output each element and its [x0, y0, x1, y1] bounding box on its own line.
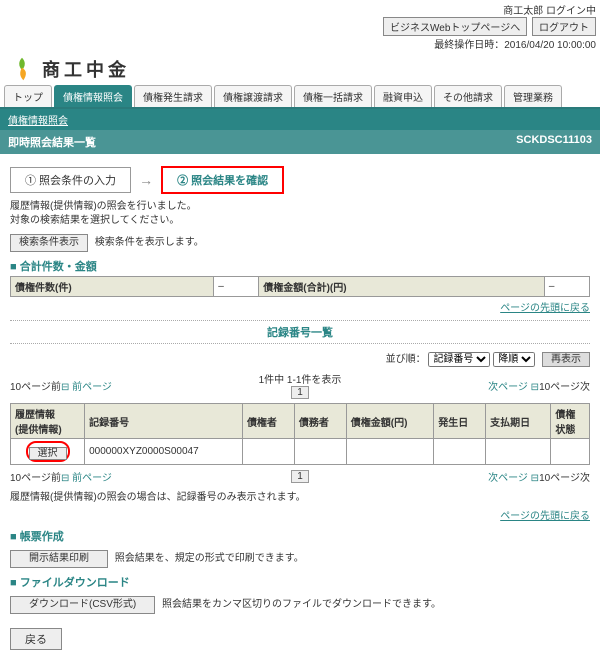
pager-10prev: 10ページ前 [10, 378, 61, 393]
pager-10prev-b: 10ページ前 [10, 469, 61, 484]
select-button[interactable]: 選択 [29, 447, 67, 460]
last-op-time: 最終操作日時：2016/04/20 10:00:00 [434, 40, 596, 51]
nav-tabs: トップ債権情報照会債権発生請求債権譲渡請求債権一括請求融資申込その他請求管理業務 [0, 85, 600, 109]
list-note: 履歴情報(提供情報)の照会の場合は、記録番号のみ表示されます。 [10, 488, 590, 503]
sort-label: 並び順： [386, 354, 426, 365]
col-1: 記録番号 [85, 404, 243, 439]
cond-note: 検索条件を表示します。 [95, 237, 204, 248]
pager-prev[interactable]: ⊟ 前ページ [61, 378, 112, 393]
logout-button[interactable]: ログアウト [532, 17, 596, 36]
col-0: 履歴情報 (提供情報) [11, 404, 85, 439]
page-title: 即時照会結果一覧 [8, 134, 96, 150]
sort-row: 並び順： 記録番号 降順 再表示 [10, 350, 590, 367]
pager-10next-b: 10ページ次 [539, 469, 590, 484]
col-6: 支払期日 [486, 404, 551, 439]
tab-4[interactable]: 債権一括請求 [294, 85, 372, 107]
th-count: 債権件数(件) [11, 277, 214, 297]
page-number: 1 [291, 386, 309, 399]
tab-5[interactable]: 融資申込 [374, 85, 432, 107]
top-link-1[interactable]: ページの先頭に戻る [500, 303, 590, 314]
table-row: 選択 000000XYZ0000S00047 [11, 439, 590, 465]
td-amount: – [544, 277, 589, 297]
title-bar: 即時照会結果一覧 SCKDSC11103 [0, 130, 600, 154]
page-number-b: 1 [291, 470, 309, 483]
tab-3[interactable]: 債権譲渡請求 [214, 85, 292, 107]
sub-bar: 債権情報照会 [0, 109, 600, 130]
back-button[interactable]: 戻る [10, 628, 62, 650]
sub-link[interactable]: 債権情報照会 [8, 116, 68, 127]
tab-2[interactable]: 債権発生請求 [134, 85, 212, 107]
cond-row: 検索条件表示 検索条件を表示します。 [10, 234, 590, 252]
sort-key-select[interactable]: 記録番号 [428, 352, 490, 367]
redisplay-button[interactable]: 再表示 [542, 352, 590, 367]
sort-dir-select[interactable]: 降順 [493, 352, 535, 367]
print-note: 照会結果を、規定の形式で印刷できます。 [115, 553, 304, 564]
download-button[interactable]: ダウンロード(CSV形式) [10, 596, 155, 614]
top-link-2[interactable]: ページの先頭に戻る [500, 511, 590, 522]
tab-0[interactable]: トップ [4, 85, 52, 107]
show-cond-button[interactable]: 検索条件表示 [10, 234, 88, 252]
pager-next-b[interactable]: 次ページ ⊟ [488, 469, 539, 484]
flow-step-2: ② 照会結果を確認 [161, 166, 284, 194]
col-7: 債権 状態 [551, 404, 590, 439]
flow: ① 照会条件の入力 → ② 照会結果を確認 [10, 166, 590, 194]
tab-6[interactable]: その他請求 [434, 85, 502, 107]
col-3: 債務者 [294, 404, 346, 439]
section-total: 合計件数・金額 [10, 258, 590, 274]
content: ① 照会条件の入力 → ② 照会結果を確認 履歴情報(提供情報)の照会を行いまし… [0, 154, 600, 664]
col-5: 発生日 [434, 404, 486, 439]
message: 履歴情報(提供情報)の照会を行いました。 対象の検索結果を選択してください。 [10, 200, 590, 228]
th-amount: 債権金額(合計)(円) [259, 277, 545, 297]
flow-step-1: ① 照会条件の入力 [10, 167, 131, 193]
header: 商工中金 [0, 53, 600, 85]
print-button[interactable]: 開示結果印刷 [10, 550, 108, 568]
tab-7[interactable]: 管理業務 [504, 85, 562, 107]
pager-bottom: 10ページ前 ⊟ 前ページ 1 次ページ ⊟ 10ページ次 [10, 469, 590, 484]
col-2: 債権者 [242, 404, 294, 439]
download-note: 照会結果をカンマ区切りのファイルでダウンロードできます。 [162, 599, 441, 610]
pager-next[interactable]: 次ページ ⊟ [488, 378, 539, 393]
pager-10next: 10ページ次 [539, 378, 590, 393]
total-table: 債権件数(件) – 債権金額(合計)(円) – [10, 276, 590, 297]
result-table: 履歴情報 (提供情報)記録番号債権者債務者債権金額(円)発生日支払期日債権 状態… [10, 403, 590, 465]
section-print: 帳票作成 [10, 528, 590, 544]
arrow-icon: → [139, 172, 153, 188]
brand-text: 商工中金 [42, 56, 130, 82]
biz-top-button[interactable]: ビジネスWebトップページへ [383, 17, 527, 36]
tab-1[interactable]: 債権情報照会 [54, 85, 132, 107]
cell-record: 000000XYZ0000S00047 [85, 439, 243, 465]
pager-info: 1件中 1-1件を表示 [259, 375, 342, 386]
logo: 商工中金 [8, 55, 130, 83]
pager-top: 10ページ前 ⊟ 前ページ 1件中 1-1件を表示 1 次ページ ⊟ 10ページ… [10, 371, 590, 399]
user-label: 商工太郎 ログイン中 [503, 6, 596, 17]
page-code: SCKDSC11103 [516, 134, 592, 150]
section-download: ファイルダウンロード [10, 574, 590, 590]
td-count: – [214, 277, 259, 297]
section-list-title: 記録番号一覧 [10, 320, 590, 344]
top-bar: 商工太郎 ログイン中 ビジネスWebトップページへ ログアウト 最終操作日時：2… [0, 0, 600, 53]
select-highlight: 選択 [26, 441, 70, 462]
leaf-icon [8, 55, 36, 83]
col-4: 債権金額(円) [346, 404, 433, 439]
pager-prev-b[interactable]: ⊟ 前ページ [61, 469, 112, 484]
